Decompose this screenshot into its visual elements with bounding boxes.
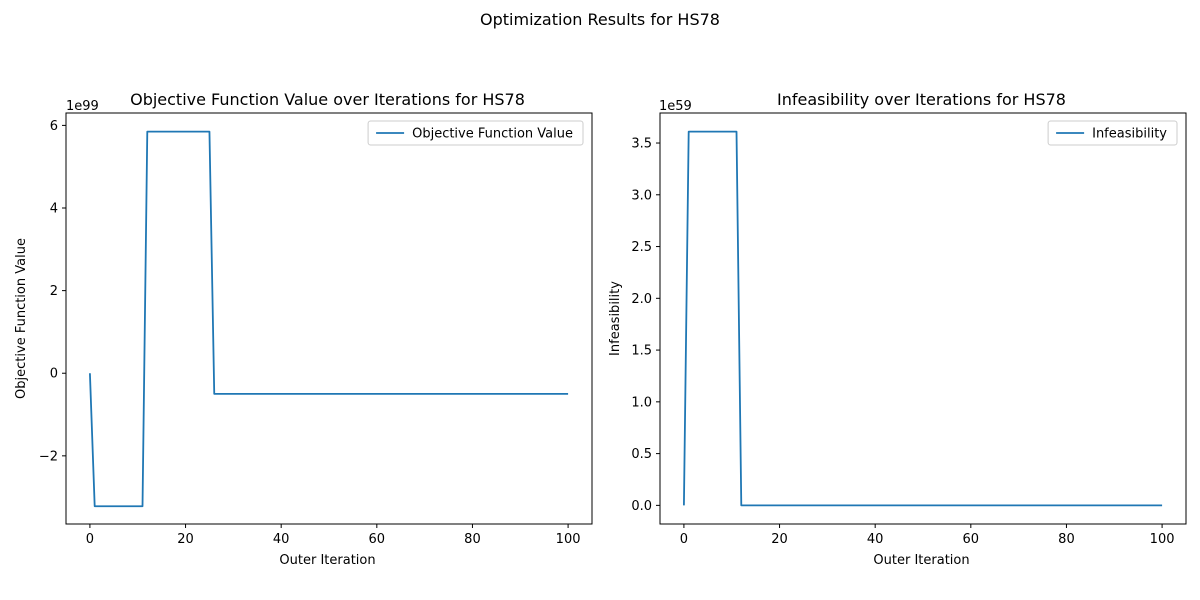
infeasibility-chart: Infeasibility over Iterations for HS78 1… — [608, 90, 1187, 568]
infeasibility-ytick-label: 3.5 — [631, 137, 652, 152]
infeasibility-xtick-label: 40 — [867, 532, 884, 547]
objective-xtick-label: 20 — [177, 532, 194, 547]
infeasibility-xtick-label: 20 — [771, 532, 788, 547]
objective-ytick-label: 0 — [50, 367, 58, 382]
objective-xtick-label: 60 — [369, 532, 386, 547]
objective-chart-title: Objective Function Value over Iterations… — [130, 90, 525, 109]
objective-ytick-label: 4 — [50, 202, 58, 217]
objective-xtick-label: 0 — [86, 532, 94, 547]
objective-ytick-label: 6 — [50, 119, 58, 134]
objective-axes-frame — [65, 112, 593, 525]
objective-series-line — [89, 130, 569, 508]
infeasibility-xtick-label: 0 — [680, 532, 688, 547]
infeasibility-axes-frame — [659, 112, 1187, 525]
objective-chart-xlabel: Outer Iteration — [279, 553, 375, 568]
infeasibility-chart-ylabel: Infeasibility — [608, 281, 623, 356]
infeasibility-legend-label: Infeasibility — [1092, 127, 1167, 142]
infeasibility-series-line — [683, 130, 1163, 507]
infeasibility-ytick-label: 2.0 — [631, 292, 652, 307]
infeasibility-xtick-label: 80 — [1058, 532, 1075, 547]
infeasibility-chart-offset-label: 1e59 — [659, 99, 692, 114]
objective-xtick-label: 40 — [273, 532, 290, 547]
objective-chart-offset-label: 1e99 — [66, 99, 99, 114]
objective-xtick-label: 100 — [556, 532, 581, 547]
objective-chart: Objective Function Value over Iterations… — [14, 90, 593, 568]
figure-suptitle: Optimization Results for HS78 — [480, 10, 720, 29]
infeasibility-chart-xlabel: Outer Iteration — [873, 553, 969, 568]
infeasibility-ytick-label: 2.5 — [631, 240, 652, 255]
objective-xtick-label: 80 — [464, 532, 481, 547]
objective-legend-box — [367, 120, 584, 146]
infeasibility-xtick-label: 100 — [1150, 532, 1175, 547]
infeasibility-xtick-label: 60 — [963, 532, 980, 547]
infeasibility-ytick-label: 1.0 — [631, 395, 652, 410]
infeasibility-chart-title: Infeasibility over Iterations for HS78 — [777, 90, 1066, 109]
infeasibility-ytick-label: 1.5 — [631, 344, 652, 359]
infeasibility-ytick-label: 0.5 — [631, 447, 652, 462]
objective-ytick-label: 2 — [50, 284, 58, 299]
infeasibility-legend-box — [1047, 120, 1178, 146]
infeasibility-ytick-label: 0.0 — [631, 499, 652, 514]
infeasibility-ytick-label: 3.0 — [631, 188, 652, 203]
objective-legend-label: Objective Function Value — [412, 127, 573, 142]
objective-chart-ylabel: Objective Function Value — [14, 238, 29, 399]
objective-ytick-label: −2 — [39, 449, 58, 464]
